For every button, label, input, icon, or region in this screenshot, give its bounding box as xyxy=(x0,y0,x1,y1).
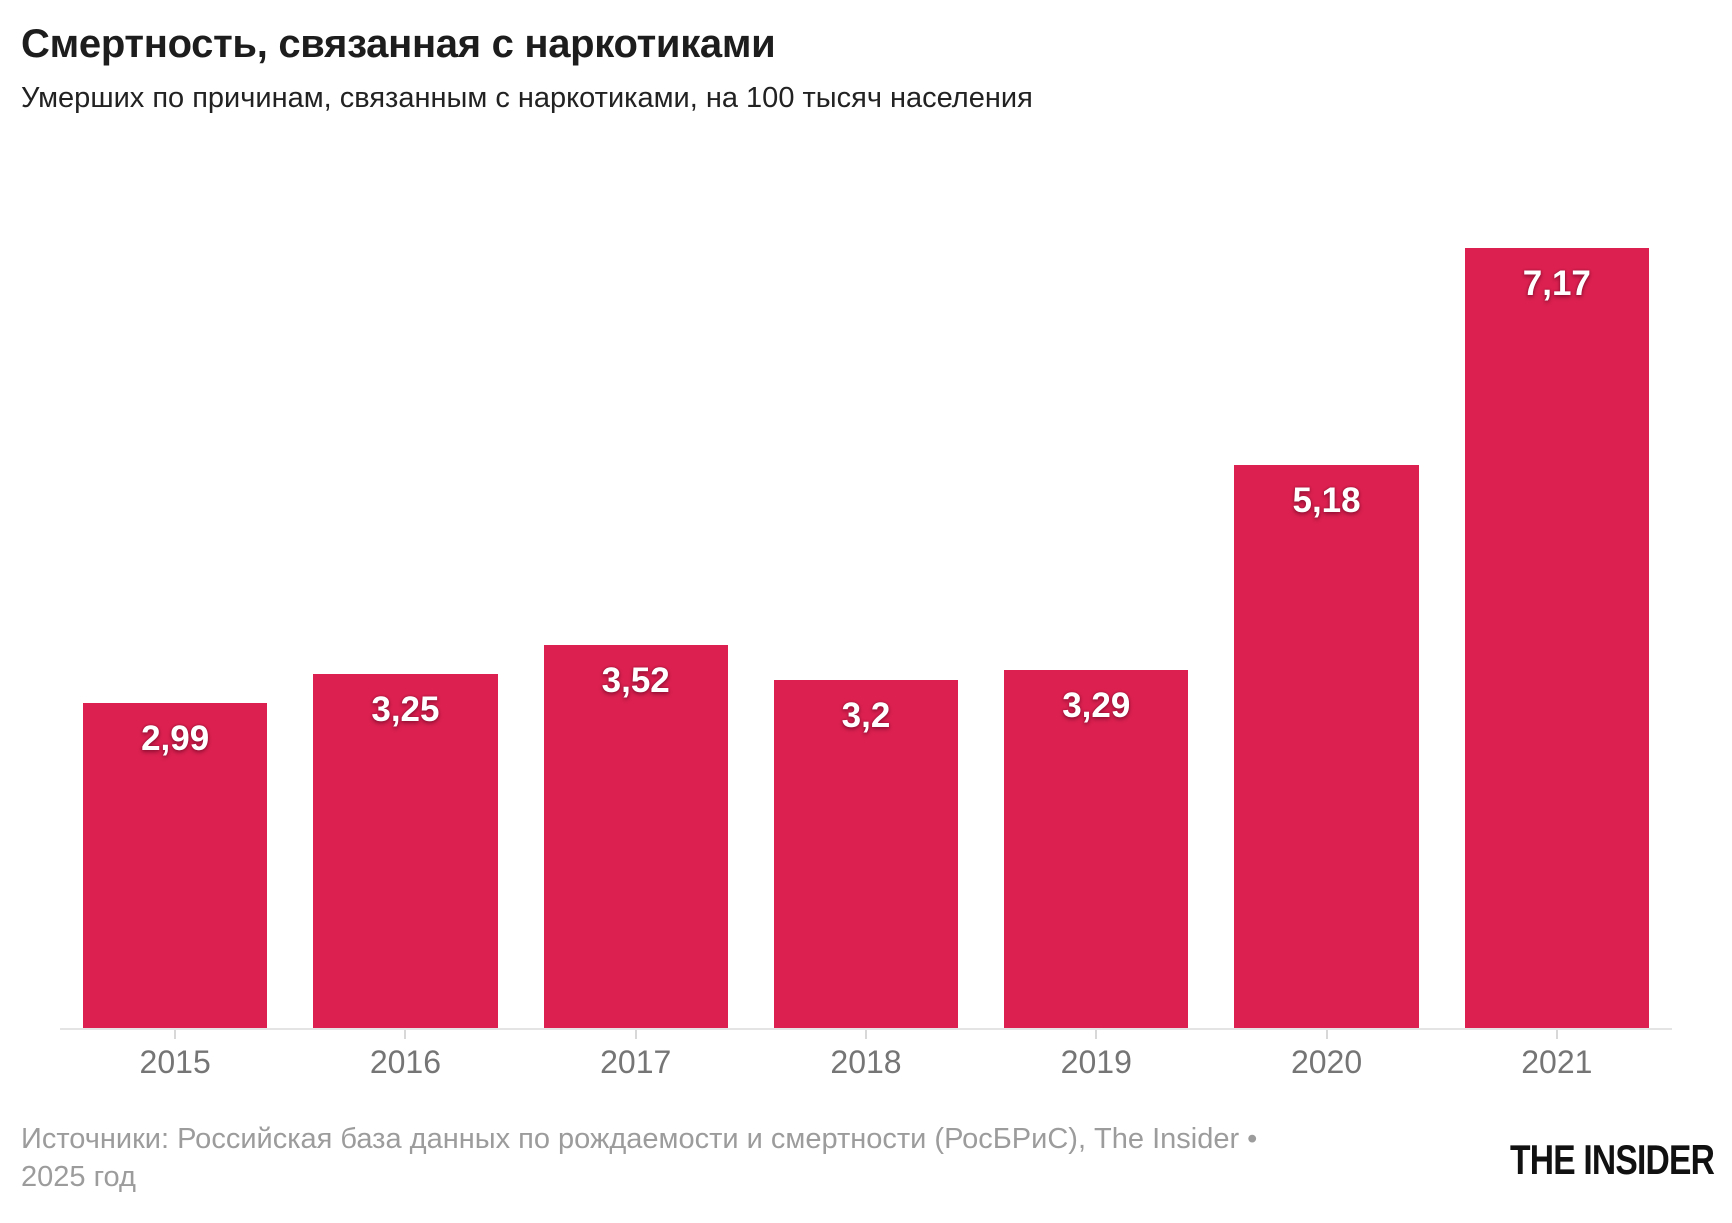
tick-slot xyxy=(1211,1030,1441,1039)
bar-value-label: 2,99 xyxy=(141,718,210,758)
x-axis-label-2018: 2018 xyxy=(830,1044,902,1080)
bar-2017: 3,52 xyxy=(543,645,728,1028)
bar-value-label: 5,18 xyxy=(1292,480,1361,520)
source-note: Источники: Российская база данных по рож… xyxy=(21,1123,1258,1194)
x-axis-line xyxy=(60,1028,1672,1030)
bar-chart: 2,99 3,25 3,52 3,2 3,29 5,18 7,17 2015 2 xyxy=(60,248,1672,1081)
x-axis-tick xyxy=(404,1030,407,1039)
tick-slot xyxy=(1442,1030,1672,1039)
chart-subtitle: Умерших по причинам, связанным с наркоти… xyxy=(21,82,1033,114)
bar-slot: 3,2 xyxy=(751,248,981,1028)
x-axis-ticks xyxy=(60,1030,1672,1039)
chart-title: Смертность, связанная с наркотиками xyxy=(21,22,776,66)
tick-slot xyxy=(521,1030,751,1039)
bar-2021: 7,17 xyxy=(1464,248,1649,1028)
bar-slot: 3,52 xyxy=(521,248,751,1028)
x-axis-tick xyxy=(864,1030,867,1039)
tick-slot xyxy=(290,1030,520,1039)
x-axis-tick xyxy=(1325,1030,1328,1039)
x-axis-tick xyxy=(174,1030,177,1039)
bar-value-label: 3,52 xyxy=(601,661,670,701)
tick-slot xyxy=(751,1030,981,1039)
bar-slot: 3,29 xyxy=(981,248,1211,1028)
tick-slot xyxy=(981,1030,1211,1039)
bar-2020: 5,18 xyxy=(1234,464,1419,1028)
bar-value-label: 3,25 xyxy=(371,690,440,730)
bar-slot: 2,99 xyxy=(60,248,290,1028)
bar-value-label: 3,29 xyxy=(1062,686,1131,726)
x-axis-label-2021: 2021 xyxy=(1521,1044,1593,1080)
x-axis-labels: 2015 2016 2017 2018 2019 2020 2021 xyxy=(60,1044,1672,1081)
bar-2019: 3,29 xyxy=(1004,670,1189,1028)
x-axis-tick xyxy=(1555,1030,1558,1039)
the-insider-logo: THE INSIDER xyxy=(1509,1136,1715,1183)
x-axis-label-2019: 2019 xyxy=(1060,1044,1132,1080)
bar-slot: 5,18 xyxy=(1211,248,1441,1028)
bar-value-label: 3,2 xyxy=(841,695,891,735)
bar-2015: 2,99 xyxy=(83,702,268,1028)
bar-slot: 3,25 xyxy=(290,248,520,1028)
x-axis-label-2017: 2017 xyxy=(600,1044,672,1080)
bar-slot: 7,17 xyxy=(1442,248,1672,1028)
bars-area: 2,99 3,25 3,52 3,2 3,29 5,18 7,17 xyxy=(60,248,1672,1028)
bar-value-label: 7,17 xyxy=(1522,264,1591,303)
x-axis-tick xyxy=(1095,1030,1098,1039)
x-axis-label-2020: 2020 xyxy=(1290,1044,1363,1080)
bar-2018: 3,2 xyxy=(773,679,959,1028)
x-axis-label-2016: 2016 xyxy=(369,1044,442,1080)
bar-2016: 3,25 xyxy=(313,674,498,1028)
x-axis-label-2015: 2015 xyxy=(139,1044,211,1080)
tick-slot xyxy=(60,1030,290,1039)
x-axis-tick xyxy=(634,1030,637,1039)
